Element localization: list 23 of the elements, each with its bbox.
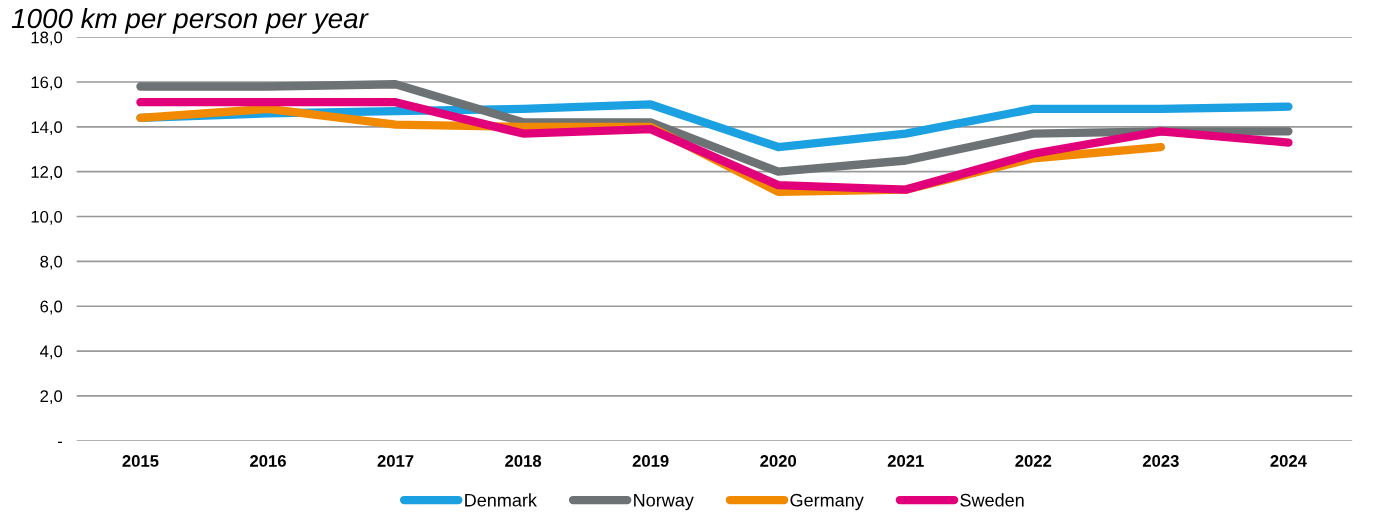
x-tick-label: 2017 — [377, 455, 414, 467]
y-tick-label: 4,0 — [40, 345, 63, 360]
x-tick-label: 2015 — [122, 455, 159, 467]
legend-label: Denmark — [465, 493, 537, 507]
x-tick-label: 2024 — [1270, 455, 1307, 467]
x-tick-label: 2018 — [505, 455, 542, 467]
x-tick-label: 2016 — [250, 455, 286, 467]
y-tick-label: 14,0 — [31, 121, 63, 136]
y-tick-label: - — [57, 441, 63, 443]
x-tick-label: 2022 — [1015, 455, 1052, 467]
y-tick-label: 12,0 — [31, 166, 63, 180]
x-tick-label: 2019 — [632, 455, 669, 467]
legend-label: Norway — [634, 493, 694, 511]
y-tick-label: 10,0 — [31, 210, 63, 225]
y-tick-label: 16,0 — [31, 76, 63, 91]
legend-label: Sweden — [960, 493, 1024, 507]
x-tick-label: 2020 — [760, 455, 797, 467]
x-tick-label: 2023 — [1142, 455, 1179, 467]
y-tick-label: 2,0 — [40, 390, 63, 405]
y-tick-label: 6,0 — [40, 300, 63, 315]
legend-label: Germany — [790, 493, 864, 511]
x-tick-label: 2021 — [887, 455, 924, 467]
y-tick-label: 8,0 — [40, 255, 63, 270]
